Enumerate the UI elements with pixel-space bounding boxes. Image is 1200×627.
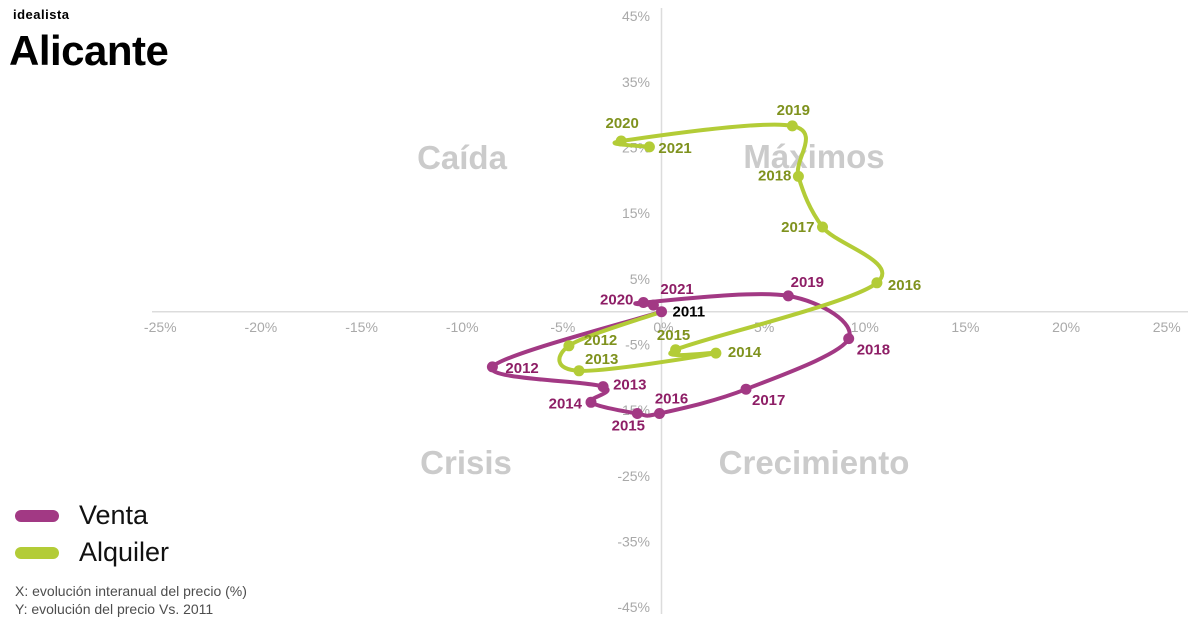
data-point-alquiler-2017 [817, 221, 828, 233]
x-tick-label: 10% [851, 319, 879, 335]
y-tick-label: 5% [630, 271, 650, 287]
y-tick-label: -45% [617, 599, 650, 615]
data-point-label-alquiler-2021: 2021 [658, 140, 691, 157]
data-point-venta-2015 [631, 408, 643, 419]
y-tick-label: -35% [617, 534, 650, 550]
quadrant-label-crisis: Crisis [420, 444, 512, 481]
data-point-label-venta-2014: 2014 [549, 395, 583, 412]
x-tick-label: -5% [550, 319, 575, 335]
quadrant-label-caida: Caída [417, 139, 507, 176]
y-tick-label: -25% [617, 468, 650, 484]
data-point-label-venta-2017: 2017 [752, 392, 785, 409]
data-point-label-venta-2018: 2018 [857, 342, 890, 359]
data-point-label-venta-2016: 2016 [655, 391, 688, 408]
y-tick-label: -5% [625, 337, 650, 353]
x-tick-label: -25% [144, 319, 177, 335]
data-point-alquiler-2021 [643, 141, 655, 153]
legend-item-alquiler: Alquiler [15, 537, 169, 568]
data-point-label-venta-2012: 2012 [505, 360, 538, 377]
data-point-label-venta-2013: 2013 [613, 377, 646, 394]
x-axis-definition: X: evolución interanual del precio (%) [15, 583, 247, 599]
data-point-venta-2018 [843, 333, 855, 345]
data-point-alquiler-2019 [786, 120, 798, 132]
data-point-venta-2012 [486, 361, 498, 373]
data-point-label-alquiler-2019: 2019 [777, 102, 810, 119]
data-point-label-venta-2021: 2021 [660, 281, 693, 298]
data-point-alquiler-2015 [670, 344, 682, 356]
data-point-venta-2019 [782, 290, 794, 302]
data-point-venta-2011 [656, 306, 667, 318]
data-point-label-venta-2020: 2020 [600, 292, 633, 309]
data-point-label-venta-2011: 2011 [673, 304, 706, 321]
data-point-alquiler-2018 [792, 170, 804, 182]
data-point-label-alquiler-2012: 2012 [584, 332, 617, 349]
x-tick-label: 25% [1153, 319, 1181, 335]
y-tick-label: 15% [622, 205, 650, 221]
x-tick-label: 0% [653, 319, 673, 335]
quadrant-label-crecimiento: Crecimiento [718, 444, 910, 481]
x-tick-label: -10% [446, 319, 479, 335]
y-tick-label: 35% [622, 74, 650, 90]
data-point-venta-2013 [597, 381, 609, 393]
x-tick-label: -15% [345, 319, 378, 335]
data-point-label-alquiler-2018: 2018 [758, 167, 791, 184]
data-point-label-alquiler-2016: 2016 [888, 277, 921, 294]
data-point-alquiler-2020 [615, 135, 627, 147]
legend-label-alquiler: Alquiler [79, 537, 170, 567]
idealista-logo: idealista [13, 7, 70, 22]
x-tick-label: -20% [245, 319, 278, 335]
data-point-venta-2021 [647, 299, 659, 311]
x-tick-label: 20% [1052, 319, 1080, 335]
quadrant-label-maximos: Máximos [743, 138, 885, 175]
page-title: Alicante [9, 27, 169, 74]
venta-color-swatch [15, 509, 59, 522]
data-point-label-venta-2015: 2015 [612, 418, 645, 435]
data-point-alquiler-2012 [563, 340, 575, 352]
y-tick-label: 45% [622, 8, 650, 24]
data-point-label-alquiler-2020: 2020 [606, 115, 639, 132]
data-point-venta-2014 [585, 396, 597, 408]
alquiler-color-swatch [15, 546, 59, 559]
data-point-alquiler-2013 [573, 365, 585, 377]
data-point-venta-2016 [654, 408, 665, 419]
legend-label-venta: Venta [79, 500, 149, 530]
data-point-label-alquiler-2013: 2013 [585, 351, 618, 368]
data-point-label-alquiler-2017: 2017 [781, 219, 814, 236]
data-point-venta-2017 [740, 383, 752, 395]
y-axis-definition: Y: evolución del precio Vs. 2011 [15, 601, 214, 617]
data-point-label-alquiler-2015: 2015 [657, 327, 690, 344]
data-point-label-venta-2019: 2019 [791, 274, 824, 291]
data-point-venta-2020 [637, 297, 649, 308]
data-point-alquiler-2014 [710, 347, 722, 359]
data-point-label-alquiler-2014: 2014 [728, 344, 762, 361]
legend-item-venta: Venta [15, 500, 148, 531]
x-tick-label: 15% [951, 319, 979, 335]
data-point-alquiler-2016 [871, 277, 883, 289]
